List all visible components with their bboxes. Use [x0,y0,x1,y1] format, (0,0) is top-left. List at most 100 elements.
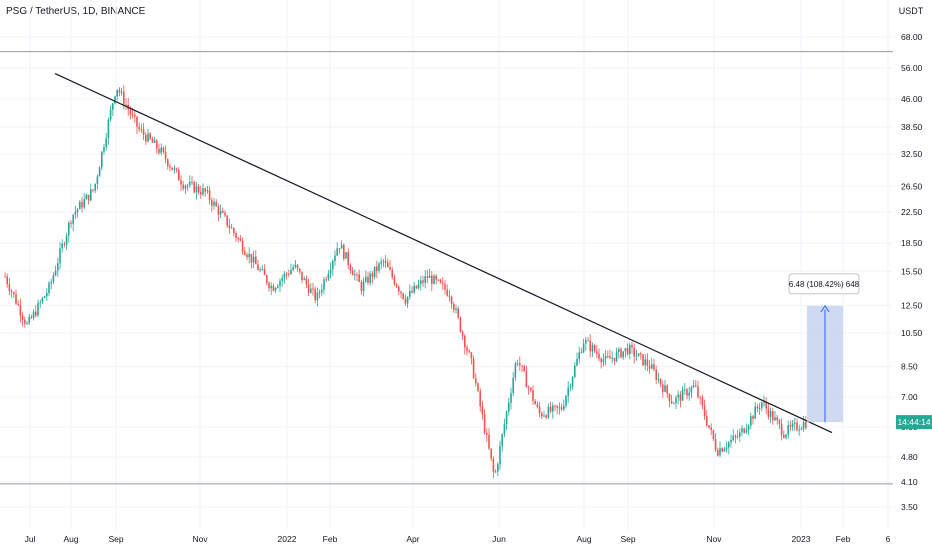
candle-body [501,434,503,446]
price-range-measure[interactable]: 6.48 (108.42%) 648 [788,273,860,423]
candle-body [290,269,292,275]
candle-body [193,182,195,193]
candle-body [789,425,792,427]
candle-body [554,405,556,407]
candle-body [556,405,558,408]
candle-body [560,407,563,410]
candle-body [516,363,519,365]
candle-body [657,378,660,380]
candle-body [587,340,589,342]
candle-body [70,222,72,224]
candle-body [8,284,11,291]
price-scale[interactable]: USDT [896,0,932,530]
candle-body [439,279,442,283]
candle-body [574,365,576,377]
candle-body [156,140,158,149]
candle-body [367,276,369,283]
x-tick-label: Nov [192,534,208,544]
horizontal-lines [0,51,893,485]
trendline[interactable] [54,72,833,434]
candle-body [725,447,728,449]
candle-body [125,104,127,106]
measure-label-bg [788,273,860,295]
measure-label: 6.48 (108.42%) 648 [788,273,860,295]
candle-body [512,377,514,394]
y-tick-label: 22.50 [901,207,923,217]
candle-body [593,345,596,352]
candle-body [503,424,506,435]
candle-body [576,359,578,366]
candle-body [774,417,776,421]
candle-body [609,356,611,359]
candle-body [10,290,13,293]
current-price-label: 14:44:14 [897,417,930,427]
candle-body [765,402,767,409]
candle-body [281,278,283,281]
candle-body [384,260,387,263]
x-tick-label: Sep [620,534,635,544]
candle-body [316,292,319,301]
candle-body [558,407,561,409]
candle-body [279,280,281,287]
candle-body [312,288,314,290]
candle-body [805,422,807,428]
candle-body [598,353,600,359]
candle-body [6,276,8,285]
candle-body [138,126,140,130]
candle-body [567,387,569,397]
candle-body [83,199,85,208]
candle-body [472,358,475,379]
x-tick-label: Apr [406,534,419,544]
candle-body [378,263,380,271]
candle-body [380,261,382,264]
candle-body [547,406,550,418]
candle-body [644,359,646,366]
candle-body [272,285,275,291]
candle-body [631,345,633,348]
candle-body [182,184,184,189]
candle-body [758,408,761,410]
x-tick-label: Feb [323,534,338,544]
candle-body [461,331,464,336]
trendline-group[interactable] [54,72,833,434]
candle-body [160,147,162,153]
candle-body [246,254,248,258]
candle-body [692,385,695,388]
candle-body [532,390,534,401]
chart-title: PSG / TetherUS, 1D, BINANCE [6,6,146,17]
candle-body [791,423,794,427]
candle-body [263,269,266,276]
candle-body [101,151,103,168]
candle-body [730,440,732,443]
candle-body [257,264,259,271]
candle-body [118,89,121,93]
candle-body [213,201,215,206]
candle-body [252,256,255,263]
candle-body [140,129,143,131]
candle-body [321,289,323,293]
candle-body [802,422,805,429]
candle-body [706,416,708,426]
candle-body [376,266,378,271]
candle-body [217,206,220,215]
candle-body [481,406,484,415]
candle-body [708,425,710,428]
candle-body [778,420,781,424]
candle-body [200,192,202,195]
measure-label-text: 6.48 (108.42%) 648 [789,280,860,289]
candle-body [37,302,39,316]
candle-body [505,411,508,425]
candle-body [354,274,356,276]
x-tick-label: Aug [576,534,591,544]
candle-body [72,214,74,224]
candle-body [747,425,750,430]
candle-body [50,281,52,284]
candle-body [800,428,803,430]
candle-body [107,119,110,139]
candle-body [464,335,466,348]
x-tick-label: Jun [492,534,506,544]
candle-body [448,295,451,297]
y-tick-label: 46.00 [901,94,923,104]
candle-body [373,266,376,277]
